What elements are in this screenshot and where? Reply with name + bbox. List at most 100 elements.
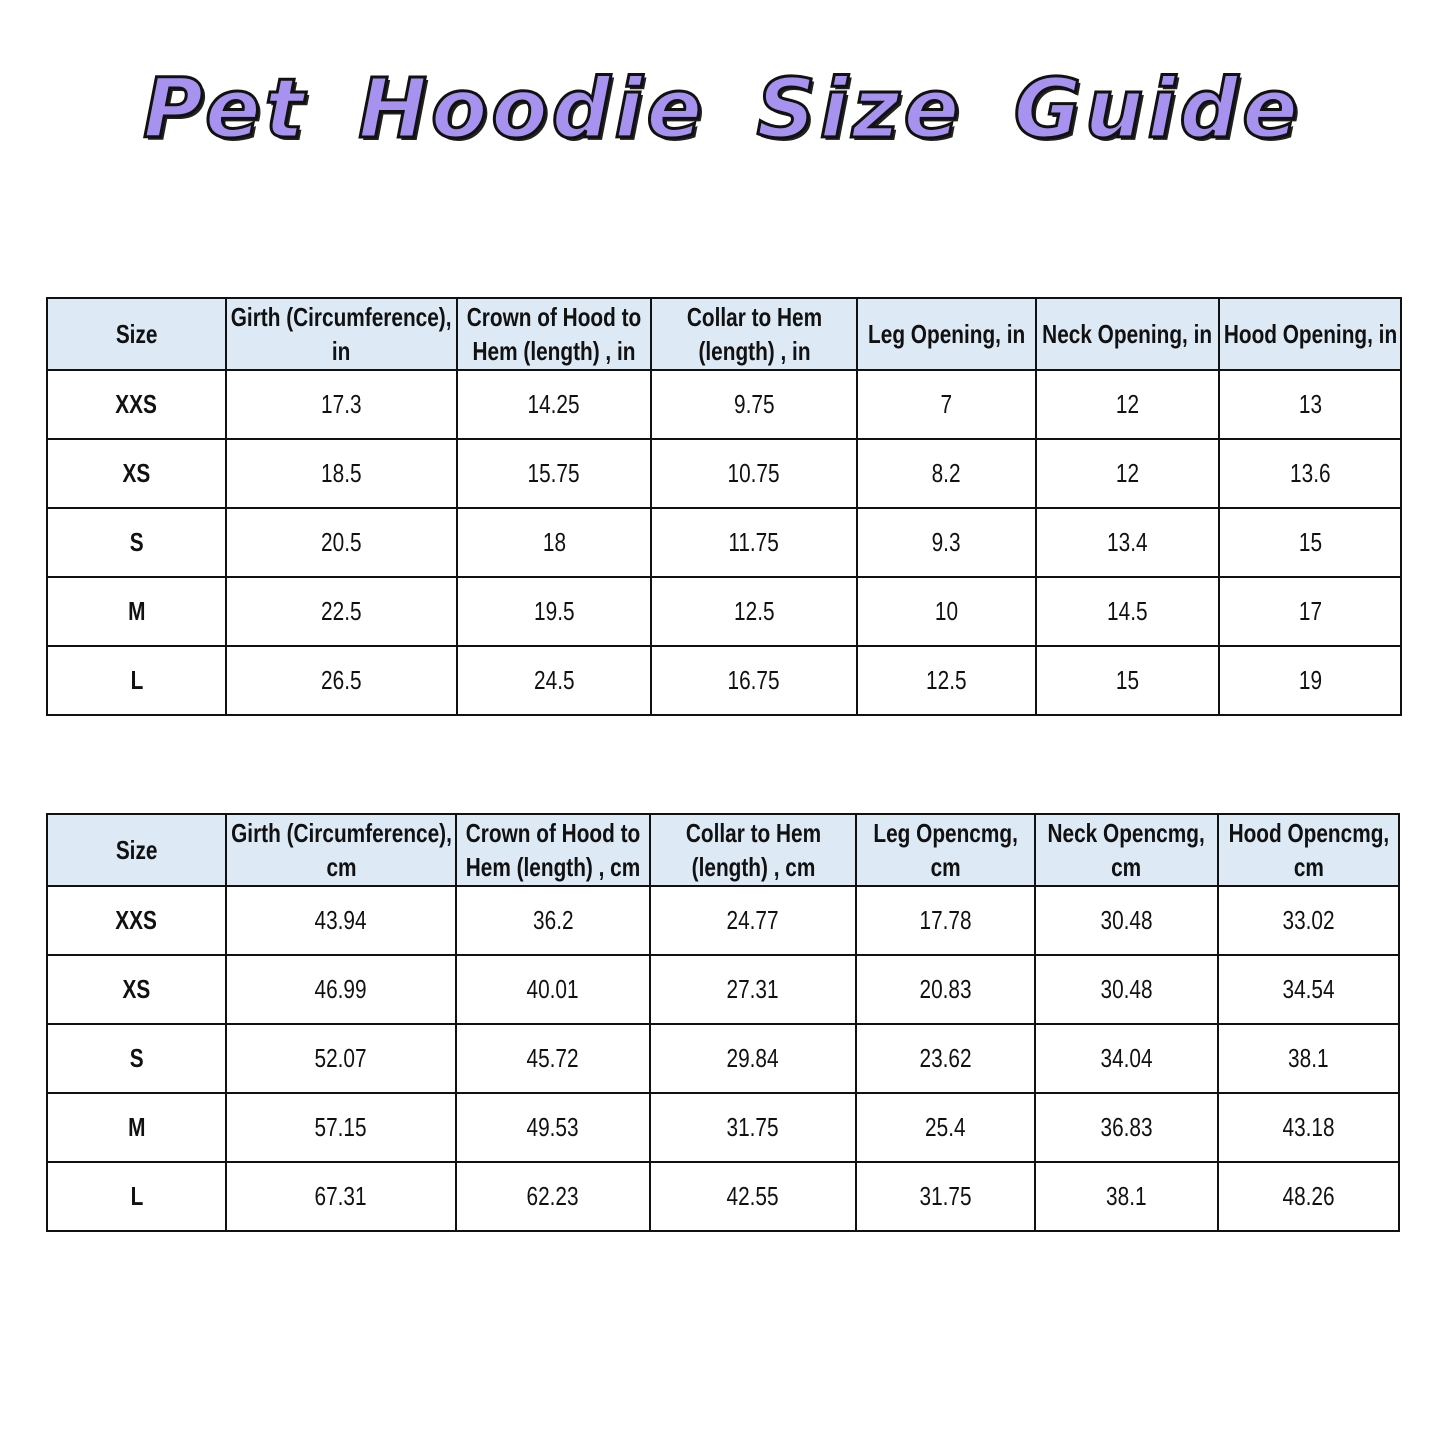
cell-text: 26.5 [321, 665, 362, 695]
cell-text: 12.5 [733, 596, 775, 626]
cell-text: 9.3 [932, 527, 961, 557]
value-cell: 22.5 [225, 576, 458, 647]
value-cell: 12.5 [856, 645, 1037, 716]
table-row: L 26.5 24.5 16.75 12.5 15 19 [46, 645, 1402, 716]
cell-text: 10 [934, 596, 959, 626]
cell-text: 8.2 [932, 458, 961, 488]
cell-text: 57.15 [314, 1112, 368, 1142]
cell-text: 13 [1298, 389, 1322, 419]
cell-text: 22.5 [321, 596, 362, 626]
cell-text: 19.5 [533, 596, 575, 626]
value-cell: 31.75 [649, 1092, 857, 1163]
value-cell: 17 [1218, 576, 1402, 647]
column-header: Collar to Hem (length) , in [650, 297, 858, 371]
size-cell: S [46, 507, 227, 578]
value-cell: 12 [1035, 438, 1220, 509]
cell-text: 34.54 [1282, 974, 1335, 1004]
value-cell: 25.4 [855, 1092, 1036, 1163]
value-cell: 30.48 [1034, 954, 1219, 1025]
header-row: Size Girth (Circumference), cm Crown of Ho… [46, 813, 1400, 887]
column-header: Hood Opencmg, cm [1217, 813, 1400, 887]
value-cell: 62.23 [455, 1161, 651, 1232]
column-header-label: Size [115, 835, 158, 865]
cell-text: 16.75 [727, 665, 781, 695]
value-cell: 18 [456, 507, 652, 578]
column-header-label: Leg Opencmg, cm [873, 818, 1018, 882]
cell-text: 34.04 [1100, 1043, 1153, 1073]
cell-text: 12 [1115, 389, 1140, 419]
column-header-label: Hood Opencmg, cm [1228, 818, 1389, 882]
value-cell: 34.04 [1034, 1023, 1219, 1094]
size-table-inches: Size Girth (Circumference), in Crown of Ho… [46, 297, 1402, 716]
cell-text: XXS [115, 389, 158, 419]
value-cell: 9.75 [650, 369, 858, 440]
cell-text: 12 [1115, 458, 1140, 488]
value-cell: 18.5 [225, 438, 458, 509]
value-cell: 33.02 [1217, 885, 1400, 956]
column-header: Hood Opening, in [1218, 297, 1402, 371]
cell-text: XXS [115, 905, 158, 935]
column-header-label: Crown of Hood to Hem (length) , cm [465, 818, 641, 882]
cell-text: 15 [1115, 665, 1140, 695]
column-header: Neck Opencmg, cm [1034, 813, 1219, 887]
cell-text: 14.25 [527, 389, 581, 419]
table-row: M 57.15 49.53 31.75 25.4 36.83 43.18 [46, 1092, 1400, 1163]
value-cell: 12.5 [650, 576, 858, 647]
size-cell: L [46, 645, 227, 716]
column-header: Collar to Hem (length) , cm [649, 813, 857, 887]
cell-text: 43.18 [1282, 1112, 1335, 1142]
value-cell: 36.2 [455, 885, 651, 956]
table-row: L 67.31 62.23 42.55 31.75 38.1 48.26 [46, 1161, 1400, 1232]
cell-text: 15.75 [527, 458, 581, 488]
value-cell: 24.77 [649, 885, 857, 956]
page-title: Pet Hoodie Size Guide [142, 61, 1302, 159]
value-cell: 26.5 [225, 645, 458, 716]
cell-text: 52.07 [314, 1043, 368, 1073]
cell-text: 20.83 [919, 974, 972, 1004]
column-header-label: Hood Opening, in [1223, 319, 1397, 349]
cell-text: 18.5 [321, 458, 362, 488]
cell-text: S [129, 527, 144, 557]
column-header: Girth (Circumference), in [225, 297, 458, 371]
value-cell: 34.54 [1217, 954, 1400, 1025]
value-cell: 67.31 [225, 1161, 457, 1232]
column-header-label: Girth (Circumference), cm [230, 818, 452, 882]
value-cell: 16.75 [650, 645, 858, 716]
cell-text: 13.6 [1289, 458, 1331, 488]
size-cell: XXS [46, 885, 227, 956]
column-header: Leg Opening, in [856, 297, 1037, 371]
cell-text: 46.99 [314, 974, 368, 1004]
value-cell: 9.3 [856, 507, 1037, 578]
value-cell: 15.75 [456, 438, 652, 509]
cell-text: 27.31 [726, 974, 780, 1004]
cell-text: 11.75 [728, 527, 780, 557]
value-cell: 38.1 [1034, 1161, 1219, 1232]
column-header-label: Collar to Hem (length) , in [686, 302, 822, 366]
value-cell: 15 [1035, 645, 1220, 716]
cell-text: 24.5 [533, 665, 575, 695]
value-cell: 19.5 [456, 576, 652, 647]
column-header: Girth (Circumference), cm [225, 813, 457, 887]
value-cell: 14.5 [1035, 576, 1220, 647]
size-cell: M [46, 1092, 227, 1163]
cell-text: 29.84 [726, 1043, 780, 1073]
cell-text: 15 [1298, 527, 1322, 557]
cell-text: 14.5 [1107, 596, 1148, 626]
cell-text: 9.75 [733, 389, 775, 419]
size-cell: L [46, 1161, 227, 1232]
column-header-label: Neck Opening, in [1042, 319, 1213, 349]
value-cell: 23.62 [855, 1023, 1036, 1094]
value-cell: 24.5 [456, 645, 652, 716]
cell-text: 43.94 [314, 905, 368, 935]
value-cell: 13.6 [1218, 438, 1402, 509]
cell-text: 30.48 [1100, 974, 1153, 1004]
cell-text: S [129, 1043, 144, 1073]
value-cell: 14.25 [456, 369, 652, 440]
table-row: XS 18.5 15.75 10.75 8.2 12 13.6 [46, 438, 1402, 509]
cell-text: 10.75 [727, 458, 781, 488]
header-row: Size Girth (Circumference), in Crown of Ho… [46, 297, 1402, 371]
value-cell: 13.4 [1035, 507, 1220, 578]
value-cell: 11.75 [650, 507, 858, 578]
column-header-label: Leg Opening, in [867, 319, 1026, 349]
cell-text: 38.1 [1106, 1181, 1147, 1211]
